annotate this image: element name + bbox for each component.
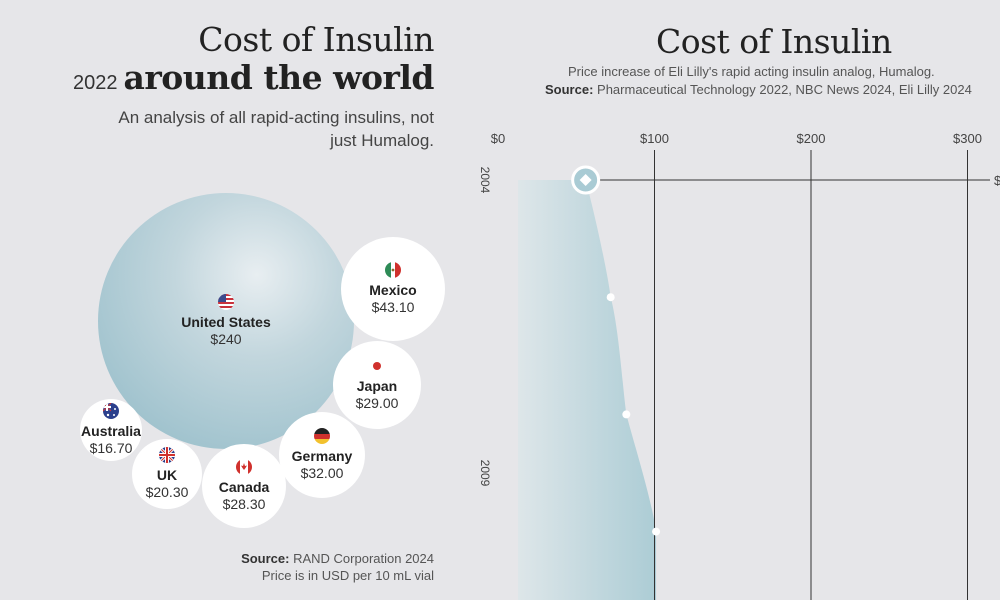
- bubble-mexico: Mexico $43.10: [341, 237, 445, 341]
- right-source-label: Source:: [545, 82, 594, 97]
- left-source: Source: RAND Corporation 2024 Price is i…: [104, 550, 434, 584]
- y-tick-label: 2009: [478, 460, 492, 487]
- bubble-price-label: $28.30: [222, 496, 266, 512]
- bubble-price-label: $16.70: [89, 440, 133, 456]
- x-tick-label: $0: [491, 131, 505, 146]
- bubble-canada: Canada $28.30: [202, 444, 286, 528]
- australia-flag-icon: [103, 403, 119, 419]
- x-tick-label: $200: [797, 131, 826, 146]
- bubble-price-label: $29.00: [355, 395, 399, 411]
- right-source-value: Pharmaceutical Technology 2022, NBC News…: [597, 82, 972, 97]
- bubble-country-label: Germany: [291, 448, 353, 464]
- right-subtitle: Price increase of Eli Lilly's rapid acti…: [568, 64, 935, 79]
- bubble-country-label: Australia: [81, 423, 141, 439]
- right-title-text: Cost of Insulin: [656, 22, 892, 61]
- y-tick-label: 2004: [478, 167, 492, 194]
- left-title-line2: 2022 around the world: [73, 58, 434, 97]
- us-flag-icon: [218, 294, 234, 310]
- highlight-value-label: $: [994, 173, 1000, 188]
- mexico-flag-icon: [385, 262, 401, 278]
- x-tick-label: $300: [953, 131, 982, 146]
- bubble-country-label: UK: [156, 467, 178, 483]
- japan-flag-icon: [369, 358, 385, 374]
- bubble-germany: Germany $32.00: [279, 412, 365, 498]
- left-subtitle: An analysis of all rapid-acting insulins…: [118, 108, 434, 150]
- data-point: [606, 293, 615, 302]
- bubble-price-label: $240: [210, 331, 242, 347]
- bubble-australia: Australia $16.70: [80, 399, 142, 461]
- bubble-price-label: $32.00: [300, 465, 344, 481]
- diamond-icon: [579, 174, 592, 186]
- left-title-year: 2022: [73, 72, 118, 94]
- bubble-country-label: Canada: [218, 479, 270, 495]
- left-title: Cost of Insulin: [198, 20, 434, 59]
- germany-flag-icon: [314, 428, 330, 444]
- left-source-label: Source:: [241, 551, 290, 566]
- left-source-value: RAND Corporation 2024: [293, 551, 434, 566]
- bubble-price-label: $43.10: [371, 299, 415, 315]
- data-point: [652, 527, 661, 536]
- data-point: [622, 410, 631, 419]
- price-area: [518, 180, 657, 600]
- right-source: Source: Pharmaceutical Technology 2022, …: [545, 82, 972, 97]
- x-tick-label: $100: [640, 131, 669, 146]
- bubble-country-label: United States: [181, 314, 271, 330]
- left-note: Price is in USD per 10 mL vial: [261, 568, 434, 583]
- right-title: Cost of Insulin: [536, 22, 1000, 61]
- bubble-country-label: Mexico: [369, 282, 417, 298]
- left-title-text: around the world: [123, 58, 435, 97]
- bubble-uk: UK $20.30: [132, 439, 202, 509]
- bubble-country-label: Japan: [356, 378, 398, 394]
- canada-flag-icon: [236, 459, 252, 475]
- bubble-price-label: $20.30: [145, 484, 189, 500]
- bubble-united-states: United States $240: [98, 193, 354, 449]
- bubble-japan: Japan $29.00: [333, 341, 421, 429]
